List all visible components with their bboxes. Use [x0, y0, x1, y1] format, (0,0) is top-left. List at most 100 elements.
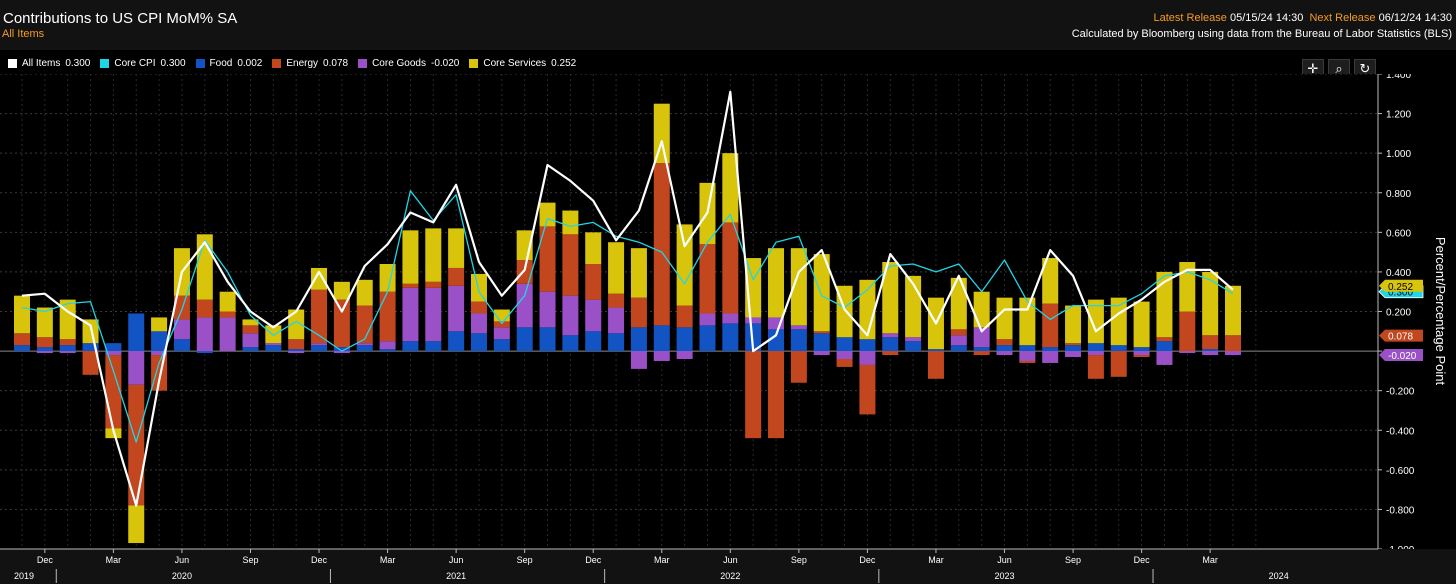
bar-core-services [1110, 297, 1127, 346]
bar-energy [1225, 335, 1241, 352]
bar-food [722, 323, 739, 352]
value-badge: -0.020 [1379, 349, 1423, 362]
bar-core-services [722, 153, 739, 223]
legend-label: Food [209, 57, 233, 69]
bar-energy [882, 351, 899, 356]
bar-energy [836, 359, 853, 367]
bar-energy [630, 297, 647, 328]
bar-food [585, 331, 602, 352]
bar-food [356, 345, 373, 352]
bar-food [745, 323, 762, 352]
bar-core-goods [173, 319, 190, 340]
y-tick-label: 0.400 [1386, 268, 1411, 279]
legend-value: 0.078 [323, 57, 349, 69]
bar-energy [1065, 343, 1082, 346]
y-axis-label: Percent/Percentage Point [1433, 237, 1448, 386]
bar-food [790, 329, 807, 352]
legend-value: 0.002 [237, 57, 263, 69]
y-tick-label: 0.800 [1386, 189, 1411, 200]
legend-item[interactable]: Food 0.002 [195, 57, 263, 69]
bar-energy [402, 283, 419, 288]
x-tick-label: Mar [928, 555, 944, 565]
bar-core-goods [630, 351, 647, 369]
bar-core-goods [699, 313, 716, 326]
bar-energy [1156, 337, 1173, 342]
line-core-cpi [21, 190, 1234, 443]
bar-food [196, 351, 213, 354]
next-release-value: 06/12/24 14:30 [1378, 12, 1452, 24]
x-tick-label: Sep [1065, 555, 1081, 565]
bar-core-goods [425, 287, 442, 342]
bar-core-services [973, 291, 990, 328]
bar-food [82, 343, 99, 352]
bar-core-goods [333, 351, 350, 354]
value-badge-shape [1379, 349, 1423, 362]
y-tick-label: -0.200 [1386, 387, 1415, 398]
bar-food [1087, 343, 1104, 352]
value-badge-label: -0.020 [1388, 351, 1417, 362]
bar-core-services [311, 267, 328, 290]
bar-core-services [1019, 297, 1036, 346]
bar-energy [333, 299, 350, 348]
bar-energy [790, 351, 807, 383]
bar-core-services [1087, 299, 1104, 344]
bar-food [14, 345, 30, 352]
bar-energy [722, 222, 739, 314]
legend-label: All Items [22, 57, 61, 69]
legend-value: -0.020 [431, 57, 460, 69]
bar-core-services [1133, 301, 1150, 348]
legend-item[interactable]: Core Services 0.252 [469, 58, 576, 69]
bar-core-services [676, 224, 693, 306]
bar-core-services [379, 264, 396, 292]
legend-swatch [195, 58, 205, 68]
bar-core-services [1065, 305, 1082, 344]
bar-core-goods [265, 343, 282, 346]
bar-food [1110, 345, 1127, 352]
bar-core-services [242, 319, 259, 326]
bar-core-goods [790, 325, 807, 330]
bar-core-goods [1087, 351, 1104, 356]
bar-core-goods [402, 287, 419, 342]
y-tick-label: -0.800 [1386, 505, 1415, 516]
bar-food [311, 345, 328, 352]
x-tick-label: Mar [380, 555, 396, 565]
legend-item[interactable]: Core CPI 0.300 [100, 58, 186, 69]
bar-energy [128, 384, 145, 506]
bar-core-services [562, 210, 579, 235]
chart-header: Contributions to US CPI MoM% SA All Item… [0, 0, 1456, 50]
bar-energy [585, 264, 602, 300]
legend-item[interactable]: Core Goods -0.020 [358, 58, 459, 69]
bar-energy [699, 244, 716, 314]
bar-energy [927, 351, 944, 379]
bar-core-services [356, 279, 373, 306]
bar-food [288, 349, 305, 352]
bar-core-goods [1065, 351, 1082, 358]
chart-subtitle: All Items [2, 28, 45, 40]
bar-food [813, 333, 830, 352]
bar-core-services [82, 319, 99, 344]
chart-title: Contributions to US CPI MoM% SA [3, 10, 238, 27]
bar-energy [196, 299, 213, 318]
bar-food [128, 313, 145, 352]
bar-food [699, 325, 716, 352]
bar-food [448, 331, 465, 352]
legend-item[interactable]: All Items 0.300 [8, 58, 90, 69]
x-tick-label: Mar [1202, 555, 1218, 565]
bar-food [173, 339, 190, 352]
bar-food [859, 339, 876, 352]
bar-core-services [1042, 258, 1059, 304]
bar-food [516, 327, 533, 352]
bar-energy [859, 364, 876, 415]
bar-core-goods [151, 351, 168, 356]
bar-energy [14, 333, 30, 346]
bar-core-goods [379, 341, 396, 350]
bar-core-goods [105, 351, 122, 356]
bar-energy [470, 301, 487, 314]
bar-food [402, 341, 419, 352]
bar-food [1042, 347, 1059, 352]
bar-energy [950, 329, 967, 336]
legend-item[interactable]: Energy 0.078 [272, 58, 348, 69]
x-year-label: 2020 [172, 571, 192, 581]
x-tick-label: Dec [585, 555, 602, 565]
x-tick-label: Sep [517, 555, 533, 565]
